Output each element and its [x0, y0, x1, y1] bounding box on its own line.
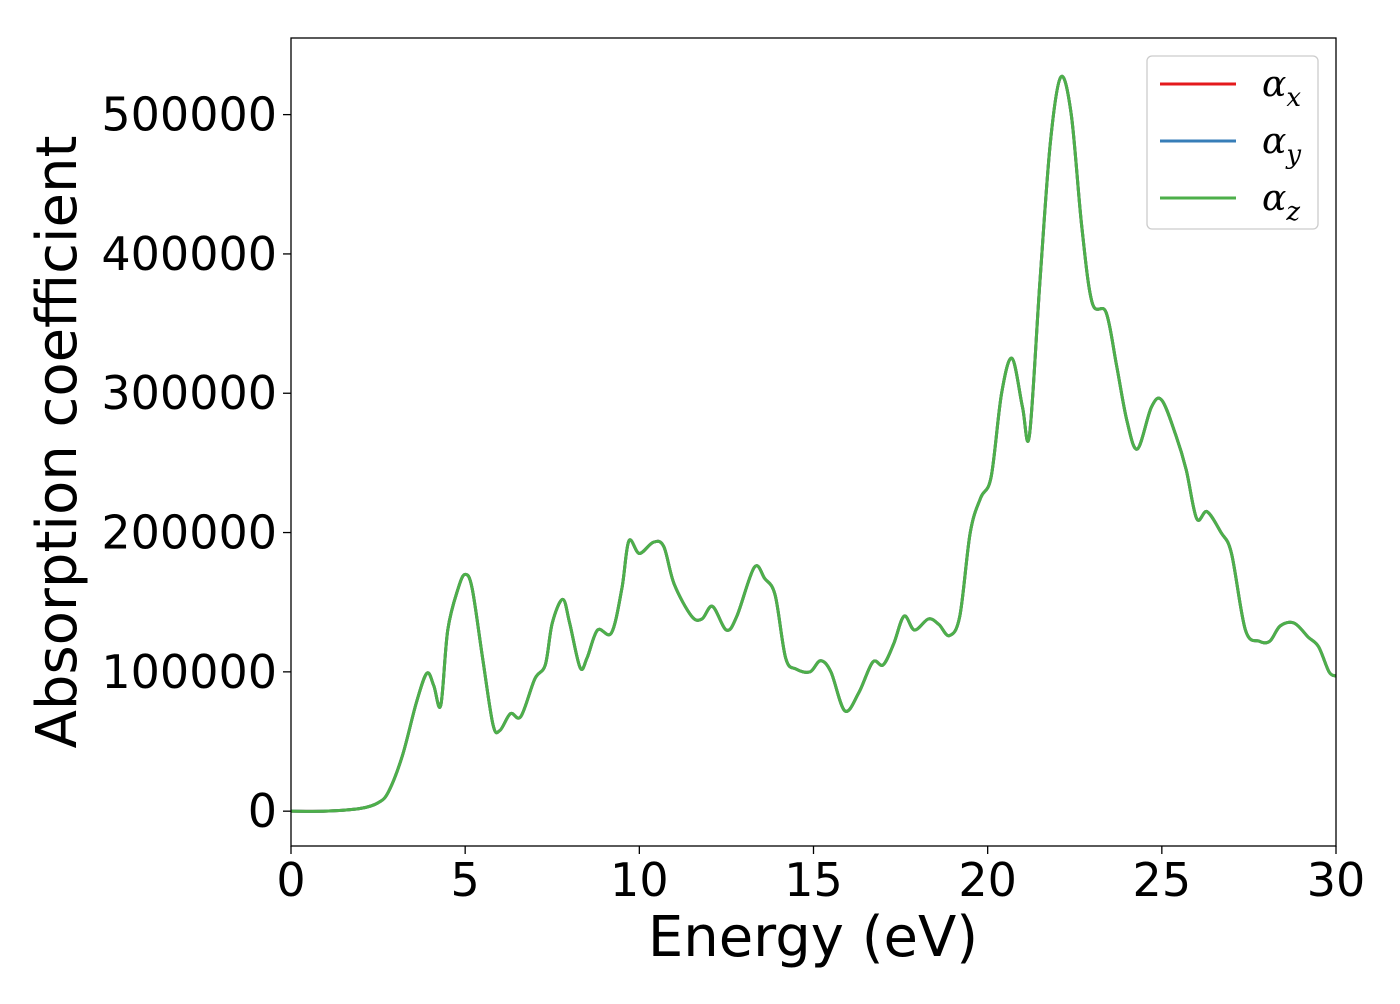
series-line-z: [291, 74, 1336, 813]
y-axis-title: Absorption coefficient: [25, 136, 90, 749]
x-tick-label: 5: [451, 853, 480, 907]
legend-label-z: αz: [1262, 178, 1300, 227]
y-tick-label: 500000: [101, 88, 277, 142]
series-layer: [291, 74, 1336, 813]
x-tick-label: 20: [958, 853, 1017, 907]
x-axis-title: Energy (eV): [648, 905, 978, 970]
x-tick-label: 0: [276, 853, 305, 907]
y-axis: 0 100000 200000 300000 400000 500000: [101, 88, 291, 838]
y-tick-label: 200000: [101, 506, 277, 560]
x-tick-label: 10: [610, 853, 669, 907]
y-tick-label: 0: [248, 784, 277, 838]
y-tick-label: 400000: [101, 227, 277, 281]
x-tick-label: 15: [784, 853, 843, 907]
y-tick-label: 300000: [101, 366, 277, 420]
legend-label-x: αx: [1262, 64, 1301, 113]
x-tick-label: 30: [1307, 853, 1366, 907]
x-axis: 0 5 10 15 20 25 30: [276, 846, 1365, 907]
x-tick-label: 25: [1133, 853, 1192, 907]
legend: αx αy αz: [1146, 55, 1319, 230]
legend-label-y: αy: [1262, 121, 1301, 170]
y-tick-label: 100000: [101, 645, 277, 699]
